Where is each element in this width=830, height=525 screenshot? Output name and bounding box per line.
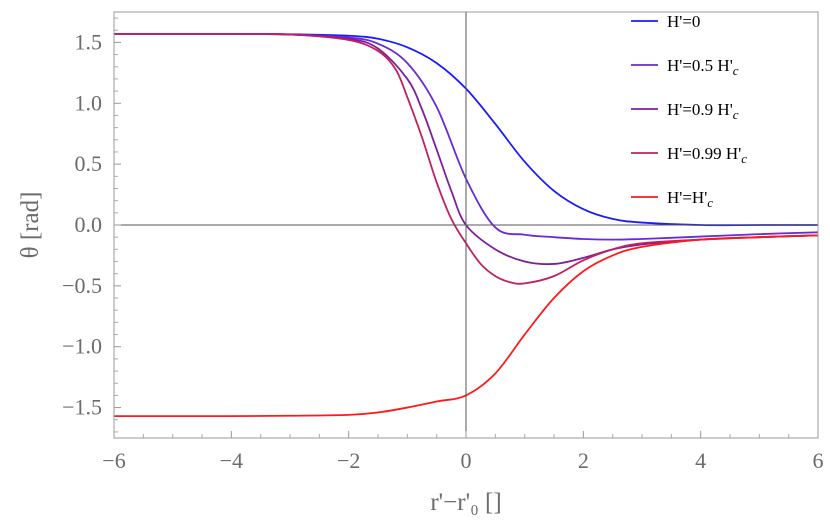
legend-label-subscript: c	[733, 63, 739, 78]
series-line	[113, 234, 819, 418]
x-tick-label: −6	[102, 448, 125, 473]
series-line	[113, 32, 819, 285]
x-tick-label: 2	[578, 448, 589, 473]
y-tick-label: 0.5	[75, 151, 103, 176]
zero-axes	[114, 12, 818, 438]
x-tick-label: 4	[695, 448, 706, 473]
series-line	[113, 32, 819, 266]
x-tick-label: 6	[813, 448, 824, 473]
y-tick-label: −1.5	[62, 395, 102, 420]
legend-label: H'=0.9 H'c	[667, 100, 739, 122]
legend-label: H'=0.5 H'c	[667, 56, 739, 78]
y-tick-label: −0.5	[62, 273, 102, 298]
y-axis-title: θ [rad]	[17, 192, 44, 259]
legend-label-subscript: c	[707, 195, 713, 210]
y-tick-label: 1.5	[75, 29, 103, 54]
x-tick-label: −2	[337, 448, 360, 473]
legend: H'=0 H'=0.5 H'c H'=0.9 H'c H'=0.99 H'c H'=H'…	[631, 12, 747, 210]
legend-label-subscript: c	[733, 107, 739, 122]
y-tick-label: 1.0	[75, 90, 103, 115]
legend-label: H'=0	[667, 12, 700, 31]
y-tick-label: −1.0	[62, 334, 102, 359]
legend-label: H'=H'c	[667, 188, 713, 210]
x-axis-title: r'−r'₀ []	[430, 489, 501, 516]
y-tick-label: 0.0	[75, 212, 103, 237]
legend-label: H'=0.99 H'c	[667, 144, 747, 166]
tick-marks	[113, 17, 819, 438]
series-curves	[113, 32, 819, 418]
x-tick-label: 0	[461, 448, 472, 473]
x-tick-label: −4	[220, 448, 243, 473]
legend-label-subscript: c	[741, 151, 747, 166]
tick-labels: −6 −4 −2 0 2 4 6 1.5 1.0 0.5 0.0 −0.5 −1.0 −1.5	[62, 29, 823, 473]
